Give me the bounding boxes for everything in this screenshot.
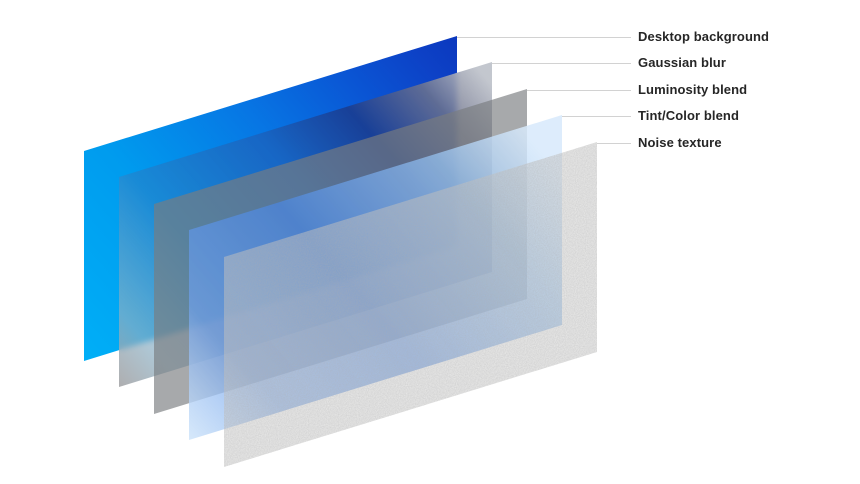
label-desktop-background: Desktop background (638, 29, 770, 44)
leader-line-luminosity-blend (527, 90, 631, 91)
leader-line-desktop-background (457, 37, 631, 38)
label-tint-color-blend: Tint/Color blend (638, 108, 740, 123)
label-gaussian-blur: Gaussian blur (638, 55, 726, 70)
leader-line-noise-texture (597, 143, 631, 144)
label-luminosity-blend: Luminosity blend (638, 82, 748, 97)
leader-line-gaussian-blur (492, 63, 631, 64)
leader-line-tint-color-blend (562, 116, 631, 117)
label-noise-texture: Noise texture (638, 135, 722, 150)
